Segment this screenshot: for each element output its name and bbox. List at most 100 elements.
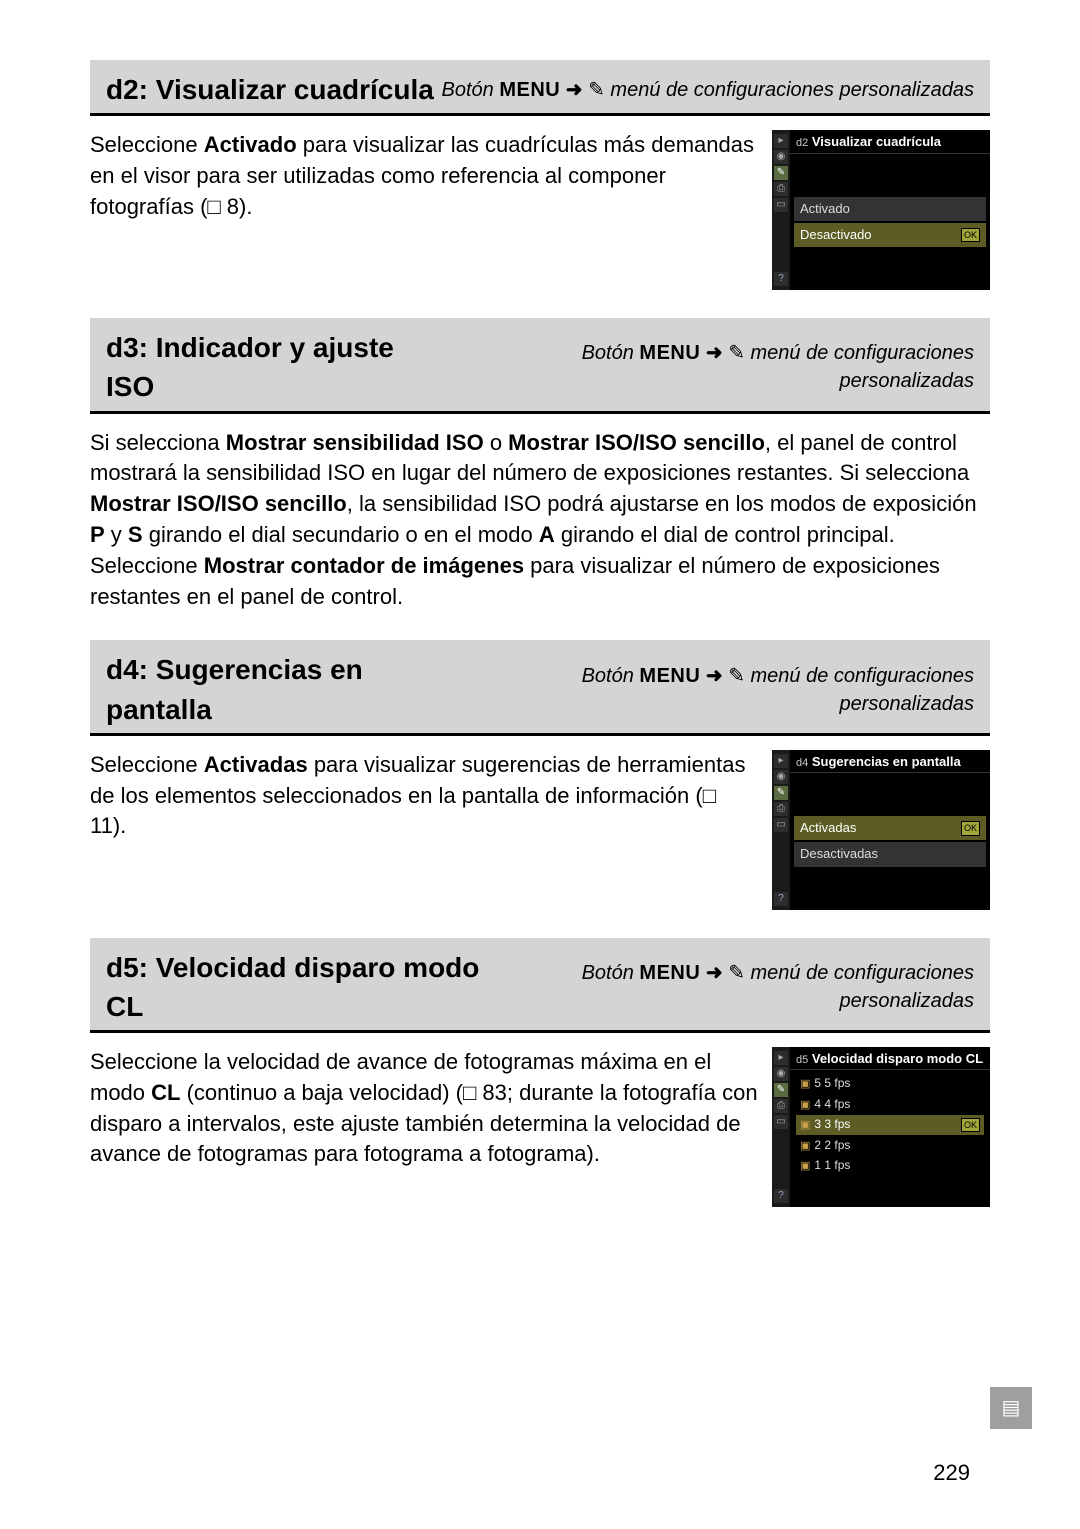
lcd-title: d4 Sugerencias en pantalla [790, 750, 990, 773]
nav-hint: Botón MENU ➜ ✎ menú de configuraciones p… [488, 959, 974, 1015]
text: Seleccione [90, 132, 204, 157]
nav-menu-word: MENU [499, 79, 560, 101]
lcd-option-label: Desactivado [800, 226, 872, 244]
lcd-row-label: 3 3 fps [814, 1117, 850, 1131]
text: , la sensibilidad ISO podrá ajustarse en… [347, 491, 977, 516]
text: Si selecciona [90, 430, 226, 455]
pencil-icon: ✎ [728, 962, 745, 984]
bold: Mostrar sensibilidad ISO [226, 430, 484, 455]
pencil-icon: ✎ [588, 79, 605, 101]
section-header: d2: Visualizar cuadrícula Botón MENU ➜ ✎… [90, 60, 990, 116]
ok-badge: OK [961, 228, 980, 243]
nav-prefix: Botón [582, 962, 634, 984]
nav-hint: Botón MENU ➜ ✎ menú de configuraciones p… [462, 662, 974, 718]
nav-hint: Botón MENU ➜ ✎ menú de configuraciones p… [447, 339, 974, 395]
section-header: d4: Sugerencias en pantalla Botón MENU ➜… [90, 640, 990, 735]
lcd-tab-icon: ✎ [774, 166, 788, 180]
lcd-help-icon: ? [774, 272, 788, 286]
nav-arrow-icon: ➜ [706, 342, 723, 364]
text: (continuo a baja velocidad) ( [180, 1080, 463, 1105]
lcd-title-pre: d5 [796, 1054, 808, 1066]
lcd-row-label: 4 4 fps [814, 1097, 850, 1111]
lcd-row: ▣5 5 fps [796, 1074, 984, 1093]
section-header: d5: Velocidad disparo modo CL Botón MENU… [90, 938, 990, 1033]
text: ). [239, 194, 252, 219]
lcd-row: ▣4 4 fps [796, 1095, 984, 1114]
lcd-sidebar-icons: ▸ ◉ ✎ ⎙ ▭ ? [772, 750, 790, 910]
text: girando el dial secundario o en el modo [143, 522, 539, 547]
nav-menu-word: MENU [639, 342, 700, 364]
lcd-option-selected: ActivadasOK [794, 816, 986, 840]
paragraph: Seleccione la velocidad de avance de fot… [90, 1047, 758, 1170]
lcd-title-text: Sugerencias en pantalla [812, 754, 961, 769]
nav-arrow-icon: ➜ [706, 962, 723, 984]
lcd-screenshot-d2: ▸ ◉ ✎ ⎙ ▭ ? d2 Visualizar cuadrícula Act… [772, 130, 990, 290]
text: ). [113, 813, 126, 838]
lcd-title-text: Visualizar cuadrícula [812, 134, 941, 149]
lcd-row: ▣2 2 fps [796, 1136, 984, 1155]
nav-suffix: menú de configuraciones personalizadas [751, 665, 974, 715]
section-d2: d2: Visualizar cuadrícula Botón MENU ➜ ✎… [90, 60, 990, 290]
lcd-row-label: 1 1 fps [814, 1158, 850, 1172]
lcd-main: d5 Velocidad disparo modo CL ▣5 5 fps ▣4… [790, 1047, 990, 1207]
section-body: Seleccione Activado para visualizar las … [90, 130, 990, 290]
lcd-help-icon: ? [774, 1189, 788, 1203]
ok-badge: OK [961, 1118, 980, 1133]
section-title: d4: Sugerencias en pantalla [106, 650, 462, 728]
lcd-tab-icon: ◉ [774, 150, 788, 164]
lcd-options: Activado Desactivado OK [790, 154, 990, 291]
lcd-tab-icon: ▭ [774, 1115, 788, 1129]
bold: Activado [204, 132, 297, 157]
bold: P [90, 522, 105, 547]
pencil-icon: ✎ [728, 665, 745, 687]
lcd-option: Desactivadas [794, 842, 986, 866]
side-tab-icon: ▤ [990, 1387, 1032, 1429]
lcd-main: d2 Visualizar cuadrícula Activado Desact… [790, 130, 990, 290]
section-body: Si selecciona Mostrar sensibilidad ISO o… [90, 428, 990, 613]
page-ref: □ 8 [207, 194, 239, 219]
bold: Mostrar ISO/ISO sencillo [90, 491, 347, 516]
nav-arrow-icon: ➜ [706, 665, 723, 687]
text: y [105, 522, 128, 547]
lcd-row-selected: ▣3 3 fpsOK [796, 1115, 984, 1134]
nav-menu-word: MENU [639, 665, 700, 687]
section-d3: d3: Indicador y ajuste ISO Botón MENU ➜ … [90, 318, 990, 612]
lcd-option-label: Activado [800, 200, 850, 218]
page-ref: □ 83 [463, 1080, 507, 1105]
lcd-tab-icon: ⎙ [774, 802, 788, 816]
lcd-tab-icon: ✎ [774, 786, 788, 800]
bold: Mostrar contador de imágenes [204, 553, 524, 578]
text: o [484, 430, 508, 455]
lcd-title-pre: d4 [796, 757, 808, 769]
bold: CL [151, 1080, 180, 1105]
lcd-option-selected: Desactivado OK [794, 223, 986, 247]
section-title: d3: Indicador y ajuste ISO [106, 328, 447, 406]
nav-suffix: menú de configuraciones personalizadas [751, 962, 974, 1012]
bold: Mostrar ISO/ISO sencillo [508, 430, 765, 455]
nav-prefix: Botón [441, 79, 493, 101]
lcd-sidebar-icons: ▸ ◉ ✎ ⎙ ▭ ? [772, 1047, 790, 1207]
lcd-tab-icon: ▭ [774, 198, 788, 212]
bold: A [539, 522, 555, 547]
lcd-tab-icon: ▭ [774, 818, 788, 832]
page-number: 229 [933, 1458, 970, 1489]
section-body: Seleccione Activadas para visualizar sug… [90, 750, 990, 910]
lcd-sidebar-icons: ▸ ◉ ✎ ⎙ ▭ ? [772, 130, 790, 290]
lcd-tab-icon: ◉ [774, 1067, 788, 1081]
paragraph: Seleccione Activadas para visualizar sug… [90, 750, 758, 842]
lcd-title: d5 Velocidad disparo modo CL [790, 1047, 990, 1070]
lcd-tab-icon: ⎙ [774, 182, 788, 196]
lcd-tab-icon: ◉ [774, 770, 788, 784]
lcd-tab-icon: ▸ [774, 134, 788, 148]
text: Seleccione [90, 752, 204, 777]
lcd-title-text: Velocidad disparo modo CL [812, 1051, 983, 1066]
lcd-row: ▣1 1 fps [796, 1156, 984, 1175]
lcd-fps-list: ▣5 5 fps ▣4 4 fps ▣3 3 fpsOK ▣2 2 fps ▣1… [790, 1070, 990, 1179]
lcd-row-label: 5 5 fps [814, 1076, 850, 1090]
lcd-tab-icon: ✎ [774, 1083, 788, 1097]
section-title: d5: Velocidad disparo modo CL [106, 948, 488, 1026]
bold: Activadas [204, 752, 308, 777]
lcd-main: d4 Sugerencias en pantalla ActivadasOK D… [790, 750, 990, 910]
lcd-title-pre: d2 [796, 137, 808, 149]
nav-menu-word: MENU [639, 962, 700, 984]
